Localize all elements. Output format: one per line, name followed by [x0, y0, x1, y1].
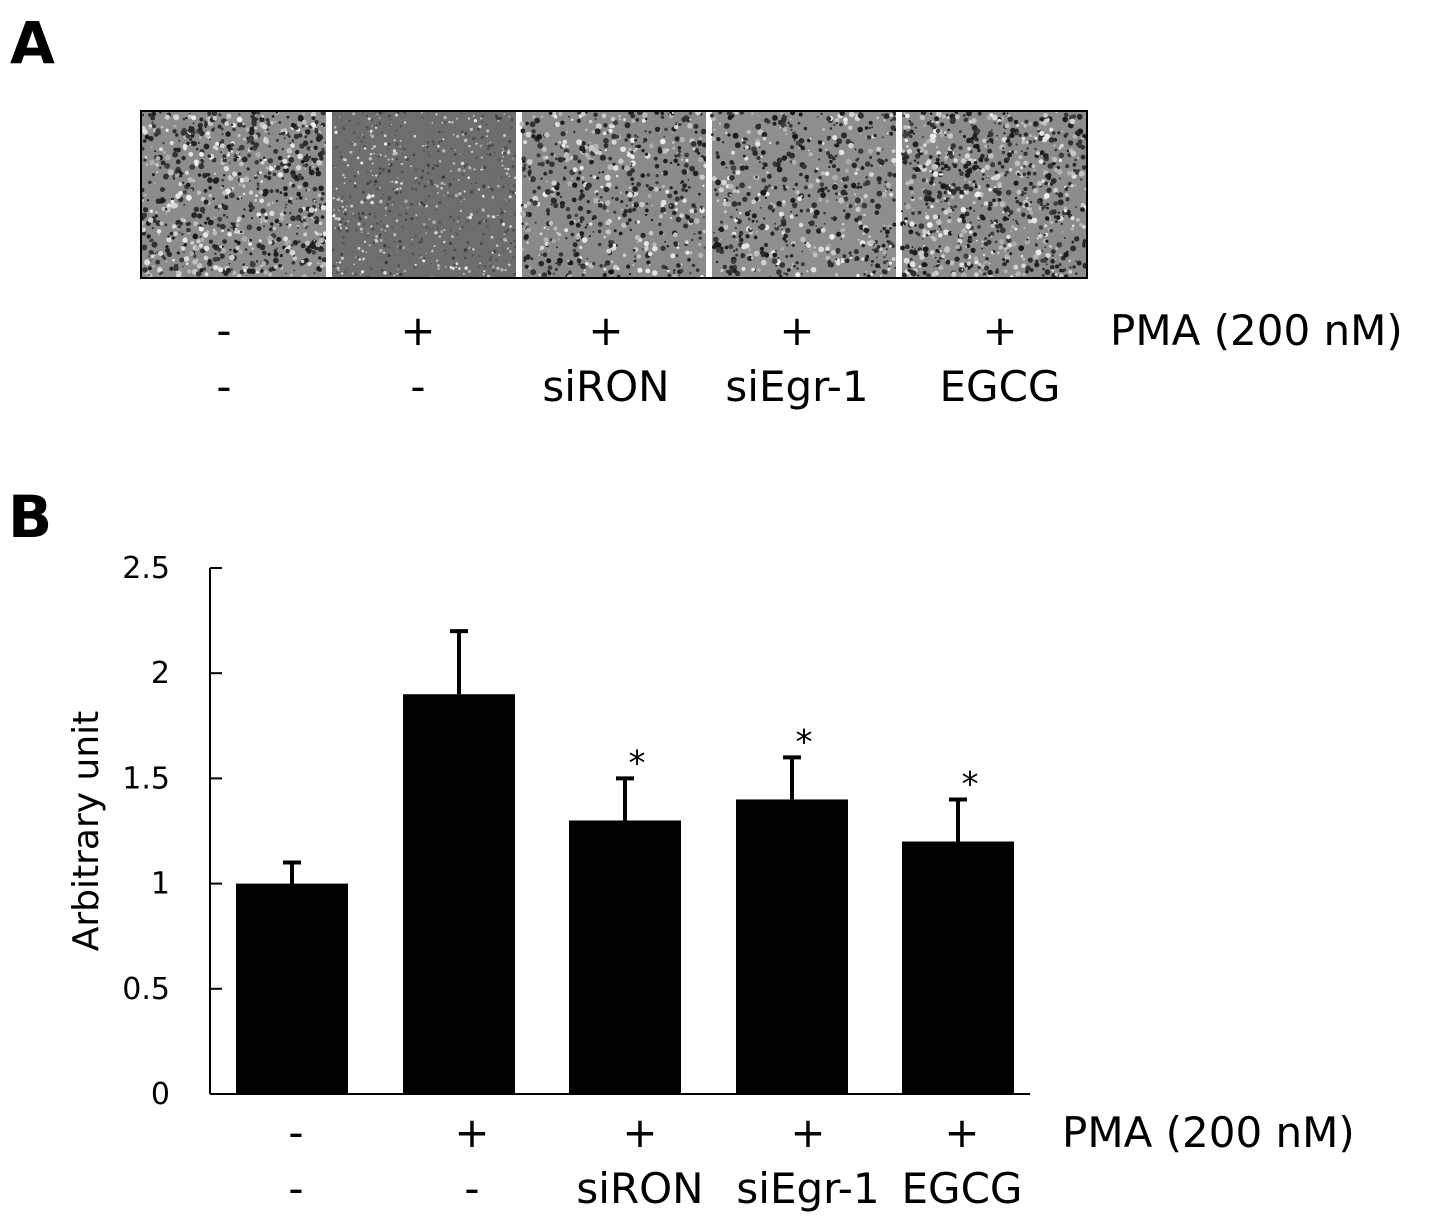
microscopy-image-2 [331, 112, 518, 277]
panel-a-row1-label-1: - [216, 306, 232, 355]
y-tick-label: 0.5 [122, 972, 170, 1007]
microscopy-image-4 [709, 112, 897, 277]
panel-b-row2-label-4: siEgr-1 [736, 1164, 880, 1213]
panel-b-row1-label-5: + [944, 1108, 980, 1157]
panel-a-row1-label-4: + [779, 306, 815, 355]
microscopy-image-strip [140, 110, 1088, 279]
panel-a-letter: A [10, 9, 55, 77]
panel-a-pma-label: PMA (200 nM) [1110, 306, 1403, 355]
panel-a-row1-label-2: + [400, 306, 436, 355]
y-tick-label: 1.5 [122, 761, 170, 796]
image-divider [516, 112, 522, 277]
bar-chart: 0 0.5 1 1.5 2 2.5 Arbitrary unit * * * [66, 551, 1030, 1112]
bar-2 [403, 694, 515, 1094]
significance-marker-4: * [796, 722, 813, 762]
y-tick-label: 2.5 [122, 551, 170, 586]
panel-a-row2-label-3: siRON [542, 362, 670, 411]
chart-bars: * * * [236, 629, 1014, 1094]
panel-b-row1-label-1: - [288, 1108, 304, 1157]
panel-b-row2-label-2: - [464, 1164, 480, 1213]
y-tick-label: 1 [151, 867, 170, 902]
panel-b-pma-label: PMA (200 nM) [1062, 1108, 1355, 1157]
bar-1 [236, 883, 348, 1094]
image-divider [896, 112, 902, 277]
panel-a-row1-label-5: + [982, 306, 1018, 355]
microscopy-image-5 [900, 112, 1086, 277]
image-divider [326, 112, 332, 277]
panel-a-row2-label-1: - [216, 362, 232, 411]
panel-a-row2-label-2: - [410, 362, 426, 411]
significance-marker-3: * [629, 743, 646, 783]
chart-axes: 0 0.5 1 1.5 2 2.5 Arbitrary unit [66, 551, 1030, 1112]
y-axis-label: Arbitrary unit [66, 711, 107, 952]
panel-b-row1-label-2: + [454, 1108, 490, 1157]
significance-marker-5: * [962, 764, 979, 804]
panel-b-row2-label-1: - [288, 1164, 304, 1213]
microscopy-image-3 [519, 112, 709, 277]
panel-b-row2-label-5: EGCG [901, 1164, 1023, 1213]
y-tick-label: 2 [151, 656, 170, 691]
bar-4 [736, 799, 848, 1094]
microscopy-image-1 [142, 112, 328, 277]
bar-5 [902, 841, 1014, 1094]
bar-3 [569, 820, 681, 1094]
image-divider [706, 112, 712, 277]
panel-a-row1-label-3: + [588, 306, 624, 355]
panel-a-row2-label-5: EGCG [939, 362, 1061, 411]
y-tick-label: 0 [151, 1077, 170, 1112]
panel-b-row1-label-3: + [622, 1108, 658, 1157]
panel-b-row1-label-4: + [790, 1108, 826, 1157]
panel-b-letter: B [8, 483, 53, 551]
panel-a-row2-label-4: siEgr-1 [725, 362, 869, 411]
panel-b-row2-label-3: siRON [576, 1164, 704, 1213]
